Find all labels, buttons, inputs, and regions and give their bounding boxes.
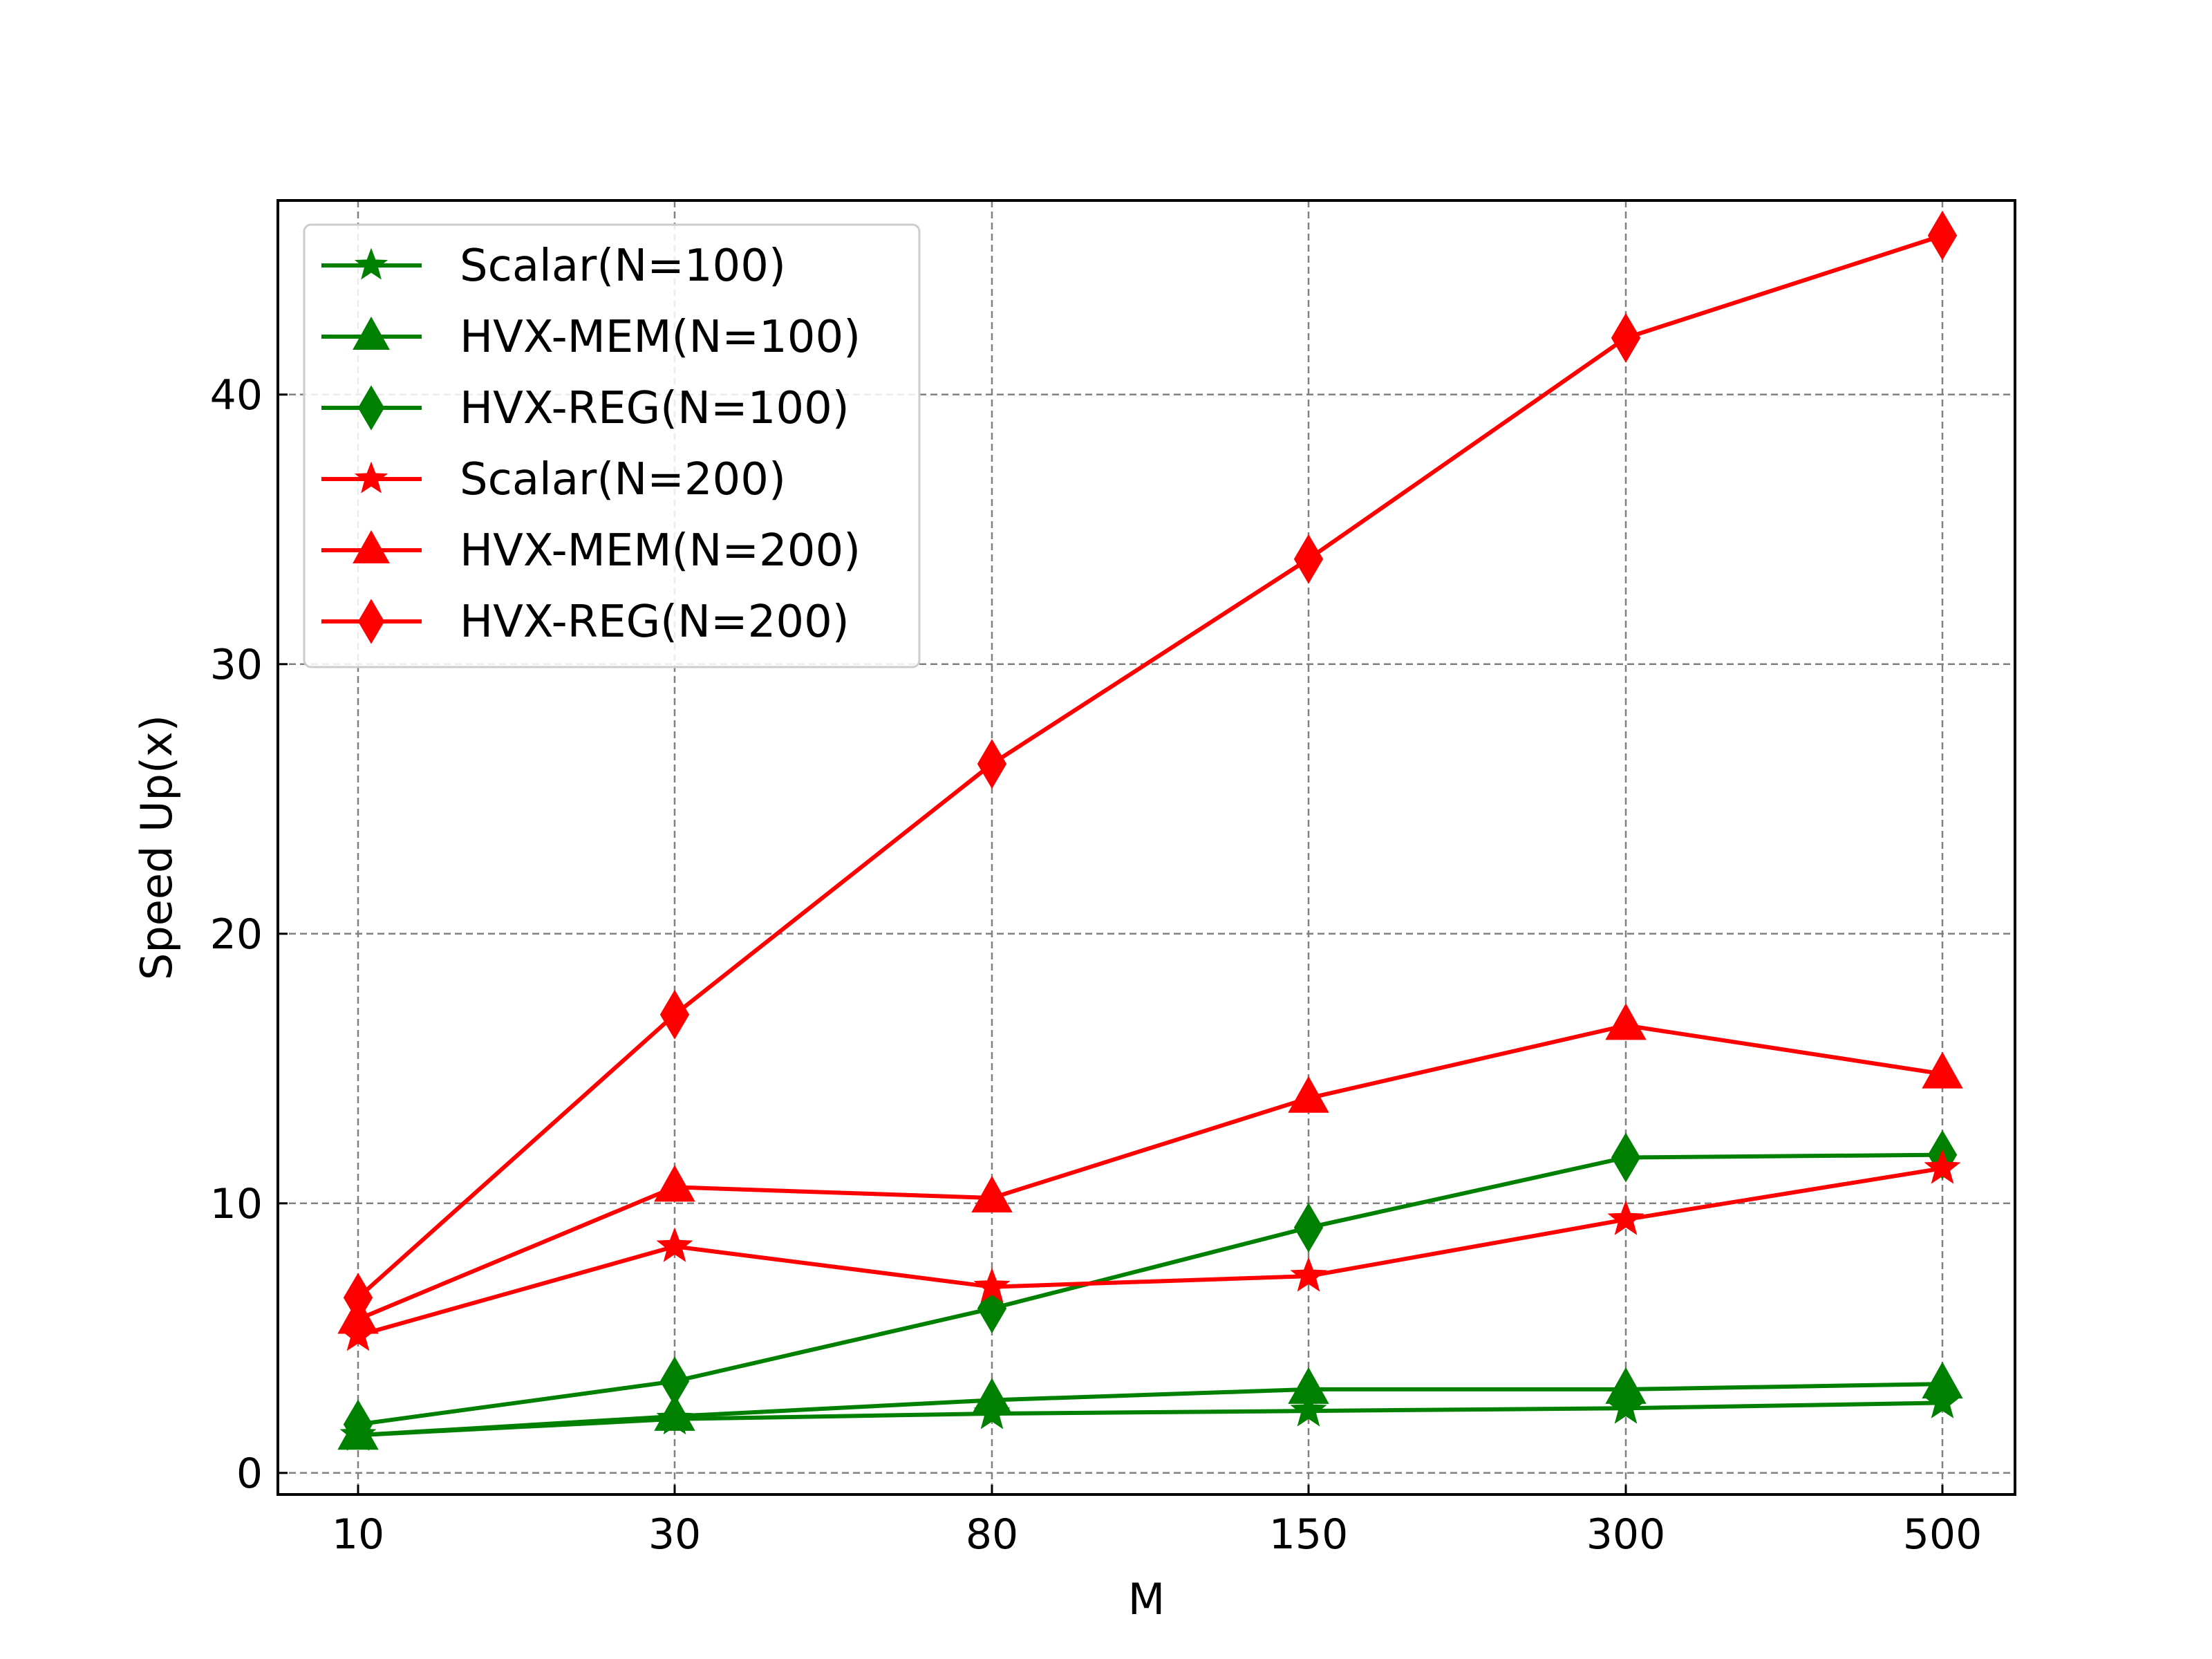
y-tick-label: 0 (236, 1450, 263, 1498)
legend: Scalar(N=100) HVX-MEM(N=100) HVX-REG(N=100… (303, 223, 921, 668)
legend-label: HVX-REG(N=100) (460, 383, 850, 434)
legend-item: HVX-REG(N=200) (321, 597, 850, 648)
data-point (1605, 1003, 1647, 1040)
x-tick-label: 150 (1269, 1510, 1349, 1559)
legend-item: HVX-REG(N=100) (321, 383, 850, 434)
series-layer (337, 210, 1963, 1451)
data-point (1288, 1076, 1329, 1113)
x-tick-label: 80 (966, 1510, 1018, 1559)
legend-label: Scalar(N=200) (460, 454, 786, 505)
series-line (357, 1152, 1943, 1427)
series-6 (343, 210, 1958, 1323)
legend-marker (353, 529, 390, 563)
series-line (357, 1023, 1943, 1322)
x-axis-label: M (1128, 1574, 1165, 1624)
series-line (357, 233, 1943, 1300)
legend-box (303, 223, 921, 668)
y-tick-label: 30 (210, 641, 263, 689)
legend-label: Scalar(N=100) (460, 241, 786, 292)
data-point (656, 1227, 693, 1262)
legend-marker (357, 599, 385, 644)
data-point (1924, 1149, 1961, 1184)
data-point (659, 989, 690, 1040)
data-point (343, 1273, 373, 1323)
legend-label: HVX-MEM(N=100) (460, 312, 861, 363)
data-point (1611, 312, 1641, 363)
legend-marker (354, 247, 388, 280)
legend-item: Scalar(N=200) (321, 454, 786, 505)
series-2 (337, 1362, 1963, 1450)
data-point (971, 1378, 1013, 1415)
data-point (654, 1394, 695, 1431)
data-point (973, 1267, 1011, 1303)
y-tick-label: 10 (210, 1180, 263, 1228)
x-tick-label: 300 (1586, 1510, 1666, 1559)
x-tick-label: 500 (1903, 1510, 1983, 1559)
data-point (654, 1165, 695, 1202)
data-point (1607, 1200, 1644, 1235)
legend-item: HVX-MEM(N=100) (321, 312, 861, 363)
data-point (1293, 534, 1324, 584)
plot-area-frame (276, 199, 2016, 1496)
x-tick-label: 10 (332, 1510, 384, 1559)
data-point (1927, 210, 1958, 261)
legend-marker (357, 385, 385, 431)
series-line (357, 1400, 1943, 1438)
data-point (977, 739, 1007, 789)
series-5 (337, 1003, 1963, 1334)
y-tick-label: 40 (210, 371, 263, 420)
legend-item: Scalar(N=100) (321, 241, 786, 292)
data-point (1922, 1362, 1963, 1399)
y-tick-label: 20 (210, 910, 263, 959)
series-line (357, 1382, 1943, 1438)
data-point (1290, 1391, 1327, 1427)
data-point (1288, 1367, 1329, 1404)
data-point (659, 1356, 690, 1407)
legend-marker (353, 316, 390, 350)
legend-marker (354, 461, 388, 494)
legend-label: HVX-REG(N=200) (460, 597, 850, 648)
data-point (1611, 1132, 1641, 1183)
y-axis-label: Speed Up(x) (131, 715, 182, 980)
data-point (1293, 1202, 1324, 1253)
data-point (971, 1175, 1013, 1212)
data-point (1290, 1257, 1327, 1292)
data-point (1605, 1367, 1647, 1404)
x-tick-label: 30 (648, 1510, 701, 1559)
data-point (343, 1399, 373, 1450)
data-point (1922, 1051, 1963, 1089)
axis-ticks: 10 30 80 150 300 500 0 10 20 30 40 (210, 371, 1983, 1559)
series-line (357, 1166, 1943, 1338)
legend-label: HVX-MEM(N=200) (460, 525, 861, 577)
legend-item: HVX-MEM(N=200) (321, 525, 861, 577)
